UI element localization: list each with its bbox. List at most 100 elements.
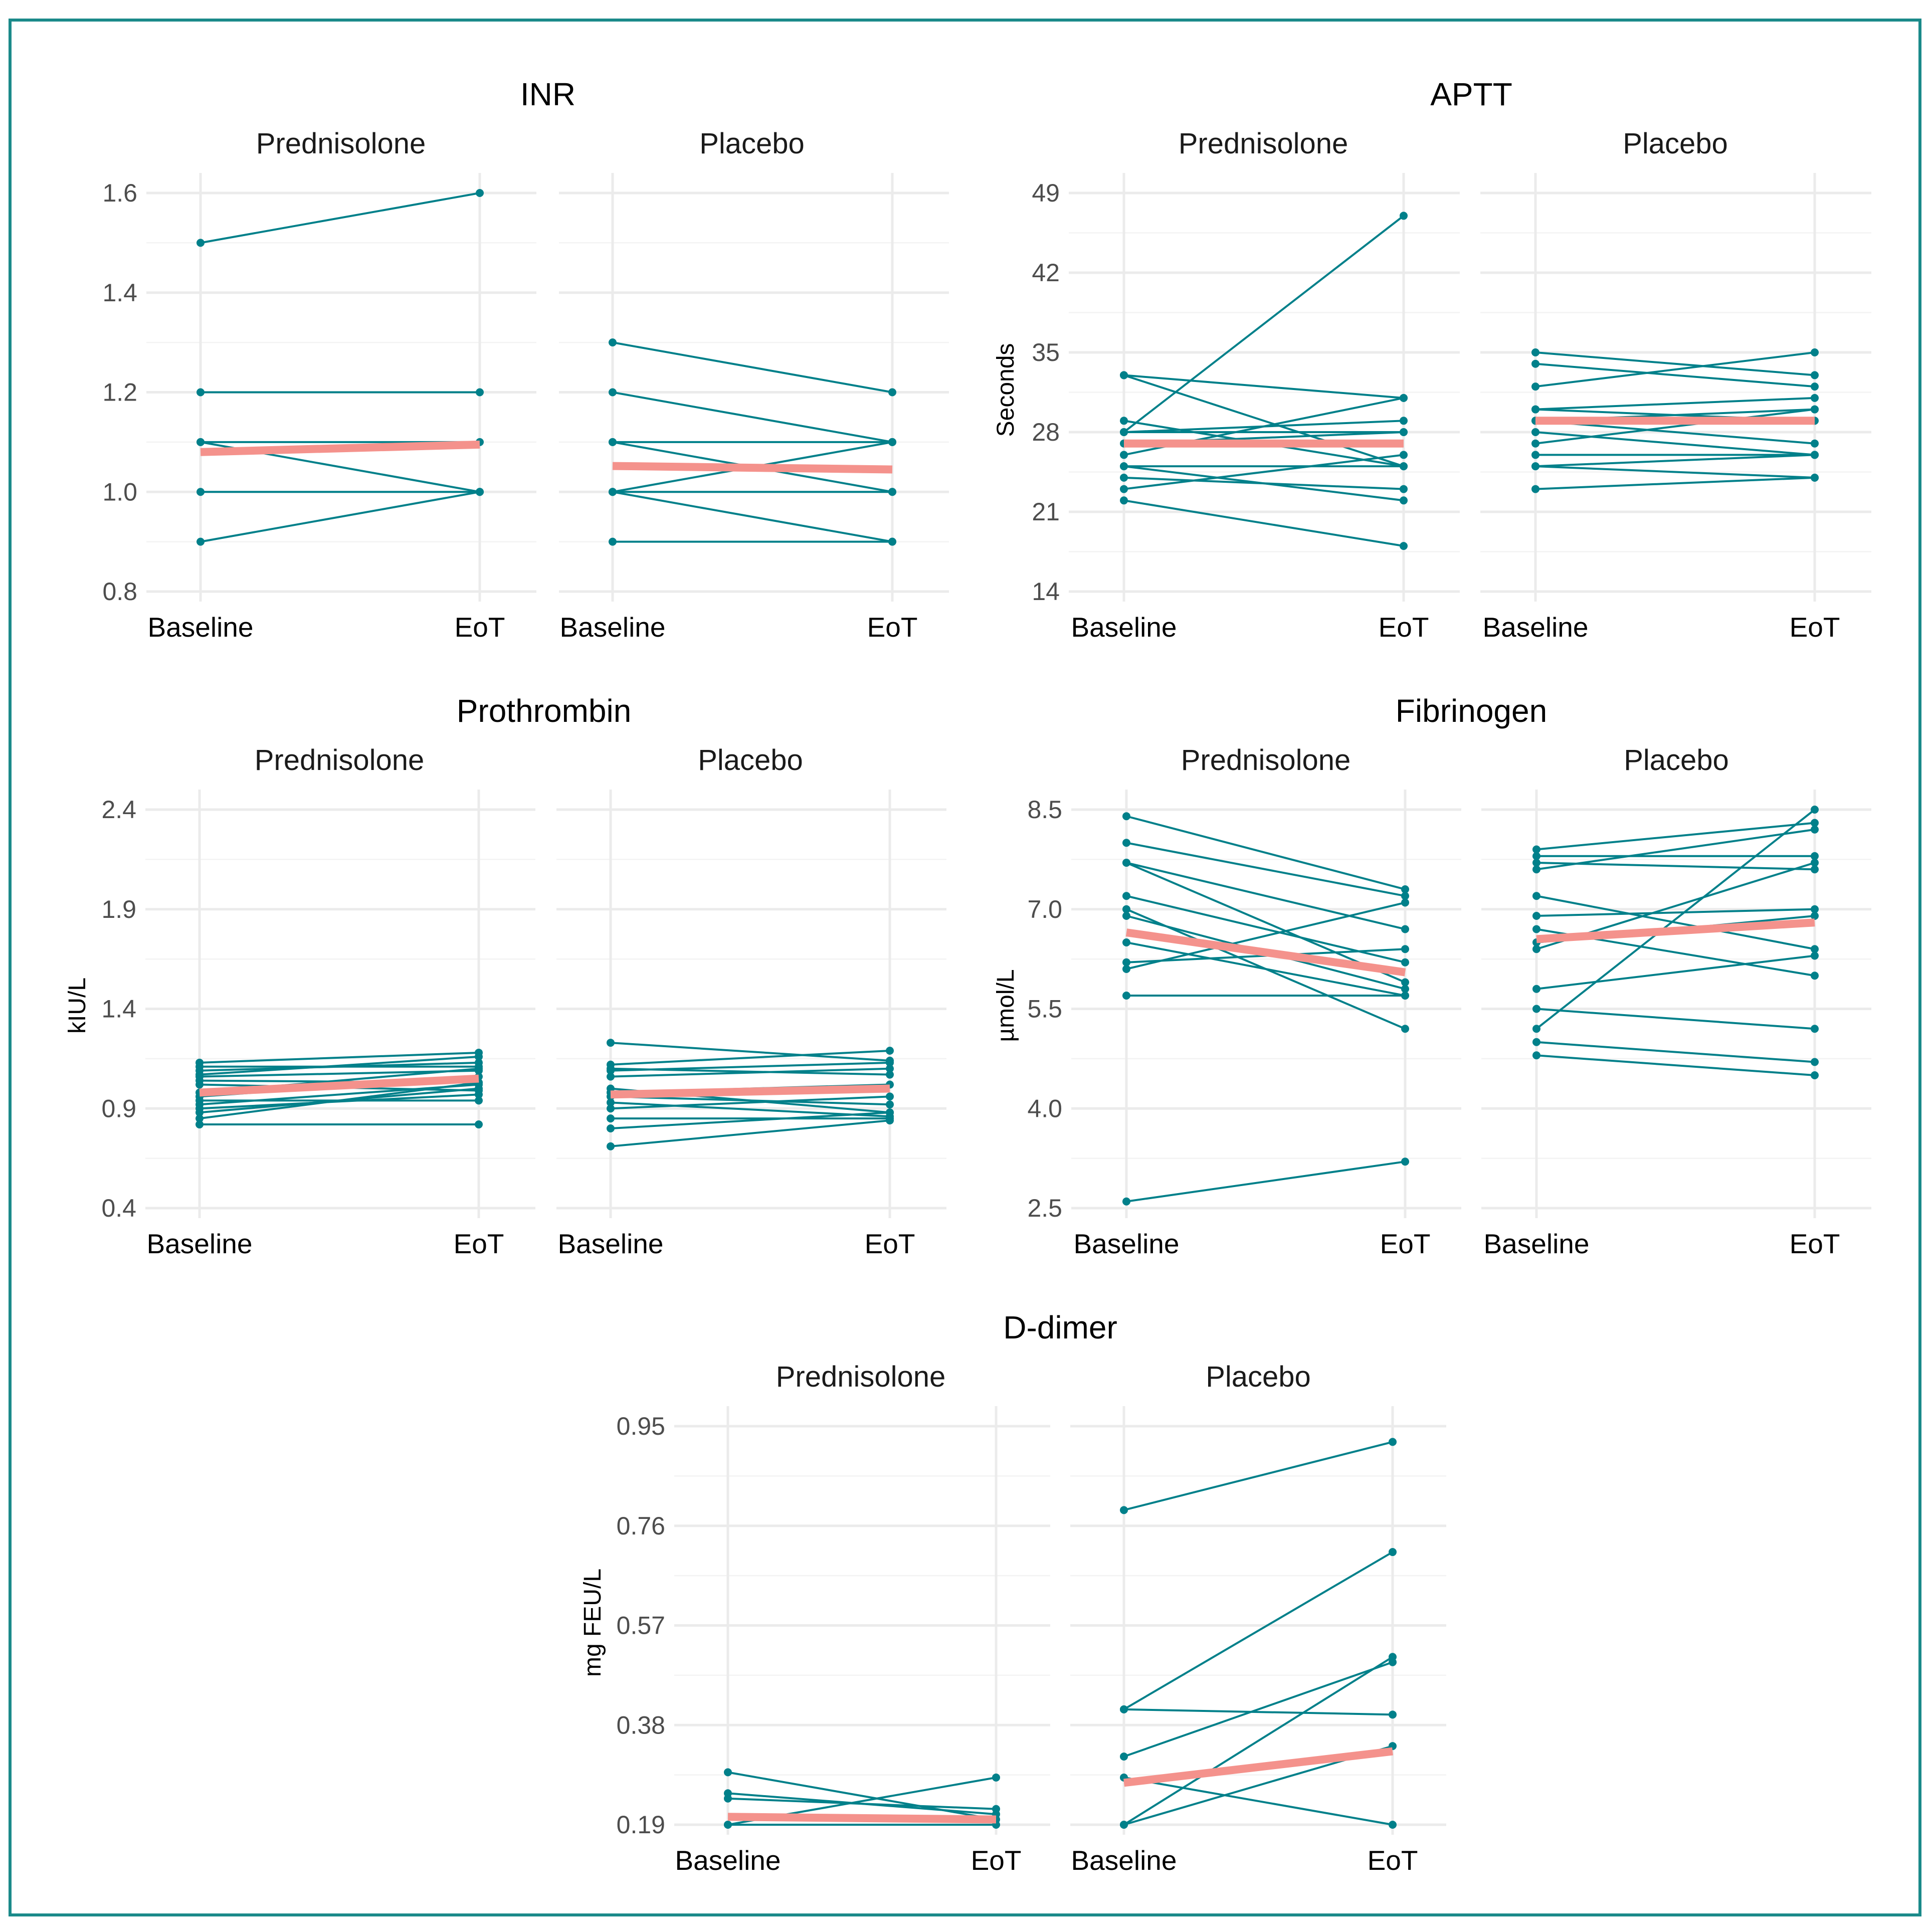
panel-inr-prednisolone: 0.8 1.0 1.2 1.4 1.6 (102, 173, 536, 606)
x-tick-aptt-prednisolone-eot: EoT (1379, 612, 1429, 643)
subject-point-inr-prednisolone (197, 537, 205, 546)
chart-title-fibrinogen: Fibrinogen (1396, 693, 1547, 729)
y-tick-label-ddimer: 0.76 (617, 1512, 665, 1540)
subject-point-prothrombin-prednisolone (196, 1080, 204, 1089)
subject-line-prothrombin-placebo (610, 1095, 890, 1106)
subject-line-prothrombin-placebo (610, 1095, 890, 1110)
subject-point-aptt-prednisolone (1400, 417, 1408, 425)
subject-point-fibrinogen-placebo (1532, 1025, 1540, 1033)
subject-line-prothrombin-prednisolone (199, 1055, 479, 1076)
panel-prothrombin-prednisolone: 0.4 0.9 1.4 1.9 2.4 (101, 790, 535, 1222)
subject-point-prothrombin-prednisolone (196, 1114, 204, 1123)
x-tick-aptt-prednisolone-baseline: Baseline (1071, 612, 1177, 643)
subject-line-aptt-placebo (1535, 454, 1815, 468)
y-tick-label-inr: 1.4 (102, 279, 137, 307)
subject-line-aptt-prednisolone (1123, 374, 1404, 468)
subject-point-prothrombin-prednisolone (196, 1120, 204, 1129)
subject-point-fibrinogen-placebo (1532, 1038, 1540, 1046)
y-tick-label-aptt: 21 (1032, 498, 1060, 526)
subject-point-prothrombin-placebo (607, 1124, 615, 1132)
subject-point-aptt-prednisolone (1120, 462, 1128, 471)
x-tick-ddimer-prednisolone-eot: EoT (971, 1845, 1022, 1876)
subject-point-fibrinogen-placebo (1532, 912, 1540, 920)
subject-point-aptt-prednisolone (1120, 417, 1128, 425)
x-tick-fibrinogen-placebo-eot: EoT (1790, 1228, 1840, 1259)
x-tick-prothrombin-prednisolone-eot: EoT (454, 1228, 504, 1259)
subject-point-aptt-prednisolone (1400, 485, 1408, 493)
facet-label-inr-placebo: Placebo (699, 127, 805, 160)
panel-fibrinogen-prednisolone: 2.5 4.0 5.5 7.0 8.5 (1027, 790, 1461, 1222)
subject-point-fibrinogen-placebo (1811, 852, 1819, 860)
subject-point-aptt-placebo (1531, 428, 1539, 436)
subject-line-fibrinogen-placebo (1536, 862, 1815, 871)
subject-point-aptt-prednisolone (1400, 428, 1408, 436)
x-tick-aptt-placebo-eot: EoT (1790, 612, 1840, 643)
y-tick-label-ddimer: 0.19 (617, 1811, 665, 1839)
subject-point-fibrinogen-placebo (1811, 1025, 1819, 1033)
subject-point-aptt-prednisolone (1400, 462, 1408, 471)
subject-point-fibrinogen-prednisolone (1401, 892, 1409, 900)
subject-point-aptt-placebo (1811, 405, 1819, 414)
subject-point-ddimer-placebo (1389, 1548, 1397, 1557)
subject-point-prothrombin-placebo (886, 1070, 894, 1079)
subject-line-fibrinogen-prednisolone (1126, 1161, 1406, 1203)
subject-point-fibrinogen-prednisolone (1122, 839, 1130, 847)
subject-line-aptt-placebo (1535, 397, 1815, 411)
subject-line-ddimer-prednisolone (727, 1797, 997, 1810)
chart-title-inr: INR (520, 76, 575, 112)
panel-inr-placebo (559, 173, 949, 602)
subject-point-ddimer-placebo (1389, 1653, 1397, 1661)
facet-label-inr-prednisolone: Prednisolone (256, 127, 426, 160)
y-tick-label-fibrinogen: 5.5 (1027, 995, 1062, 1023)
subject-point-aptt-placebo (1531, 439, 1539, 448)
subject-line-ddimer-placebo (1123, 1656, 1394, 1826)
subject-point-fibrinogen-prednisolone (1401, 945, 1409, 953)
y-axis-label-prothrombin: kIU/L (64, 978, 91, 1034)
subject-line-prothrombin-placebo (610, 1042, 890, 1062)
subject-line-fibrinogen-prednisolone (1126, 815, 1406, 890)
chart-prothrombin: Prothrombin Prednisolone Placebo kIU/L 0… (64, 693, 946, 1259)
facet-label-fibrinogen-prednisolone: Prednisolone (1181, 744, 1351, 777)
y-axis-label-aptt: Seconds (993, 343, 1019, 437)
subject-point-fibrinogen-placebo (1532, 845, 1540, 854)
facet-label-ddimer-prednisolone: Prednisolone (776, 1361, 946, 1393)
subject-point-fibrinogen-prednisolone (1122, 905, 1130, 913)
subject-point-fibrinogen-prednisolone (1401, 958, 1409, 967)
subject-point-aptt-prednisolone (1120, 428, 1128, 436)
x-tick-inr-placebo-baseline: Baseline (560, 612, 666, 643)
subject-point-inr-placebo (888, 537, 896, 546)
subject-point-ddimer-prednisolone (992, 1773, 1000, 1782)
subject-point-aptt-prednisolone (1400, 212, 1408, 220)
subject-point-inr-prednisolone (476, 388, 484, 397)
subject-point-prothrombin-placebo (607, 1114, 615, 1123)
subject-point-fibrinogen-prednisolone (1122, 992, 1130, 1000)
subject-point-fibrinogen-placebo (1811, 905, 1819, 913)
subject-point-aptt-placebo (1531, 382, 1539, 391)
subject-point-aptt-placebo (1811, 451, 1819, 459)
subject-point-inr-prednisolone (476, 189, 484, 197)
mean-line-ddimer-prednisolone (727, 1813, 997, 1824)
y-tick-label-ddimer: 0.38 (617, 1711, 665, 1739)
x-tick-ddimer-prednisolone-baseline: Baseline (675, 1845, 781, 1876)
subject-point-aptt-placebo (1531, 451, 1539, 459)
subject-point-fibrinogen-prednisolone (1122, 812, 1130, 821)
subject-point-inr-placebo (888, 438, 896, 446)
subject-point-aptt-placebo (1811, 382, 1819, 391)
y-tick-label-fibrinogen: 2.5 (1027, 1194, 1062, 1222)
subject-point-inr-prednisolone (197, 488, 205, 496)
y-tick-label-ddimer: 0.95 (617, 1412, 665, 1440)
subject-line-fibrinogen-placebo (1536, 822, 1815, 851)
subject-point-aptt-placebo (1531, 405, 1539, 414)
subject-point-aptt-prednisolone (1400, 542, 1408, 550)
subject-point-prothrombin-prednisolone (475, 1052, 483, 1061)
subject-line-fibrinogen-placebo (1536, 895, 1815, 950)
subject-line-fibrinogen-placebo (1536, 828, 1815, 871)
x-tick-prothrombin-prednisolone-baseline: Baseline (147, 1228, 253, 1259)
y-tick-label-prothrombin: 0.9 (101, 1094, 136, 1122)
subject-line-aptt-prednisolone (1123, 454, 1404, 490)
x-tick-prothrombin-placebo-eot: EoT (865, 1228, 915, 1259)
x-tick-fibrinogen-prednisolone-baseline: Baseline (1074, 1228, 1180, 1259)
facet-label-aptt-prednisolone: Prednisolone (1179, 127, 1348, 160)
chart-title-aptt: APTT (1430, 76, 1512, 112)
subject-point-aptt-prednisolone (1120, 496, 1128, 505)
